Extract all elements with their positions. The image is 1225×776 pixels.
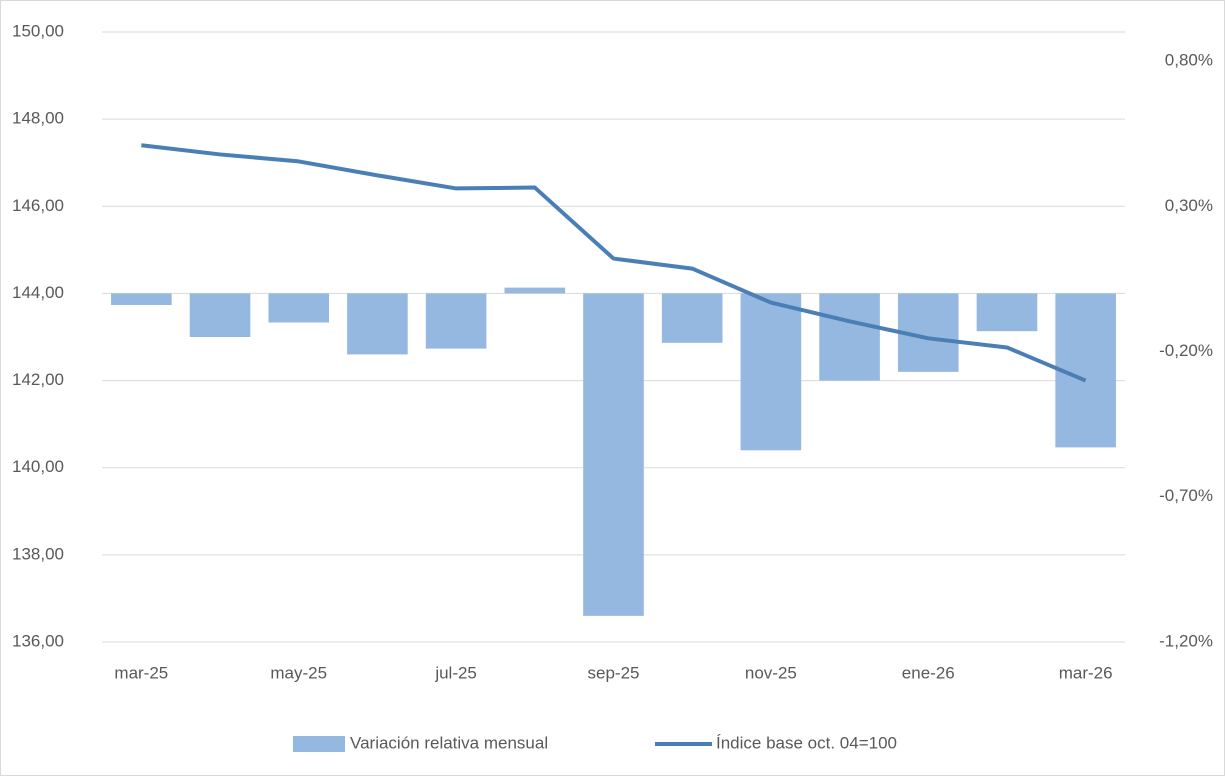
x-tick-label: may-25 [270, 663, 327, 682]
y2-tick-label: -1,20% [1159, 631, 1213, 650]
legend-swatch [293, 736, 345, 752]
x-tick-label: mar-25 [114, 663, 168, 682]
legend-label: Variación relativa mensual [350, 733, 548, 752]
y2-tick-label: -0,70% [1159, 486, 1213, 505]
bar [189, 293, 251, 337]
bar [347, 293, 408, 355]
x-tick-label: sep-25 [588, 663, 640, 682]
bar [819, 293, 880, 381]
bar [425, 293, 487, 349]
y-tick-label: 136,00 [12, 631, 64, 650]
x-tick-label: nov-25 [745, 663, 797, 682]
bar [583, 293, 644, 616]
line [141, 143, 1087, 383]
bar [976, 293, 1038, 332]
bar [504, 287, 566, 294]
y-tick-label: 142,00 [12, 370, 64, 389]
y2-tick-label: 0,30% [1165, 196, 1213, 215]
bar [268, 293, 330, 323]
y-tick-label: 146,00 [12, 196, 64, 215]
y2-tick-label: -0,20% [1159, 341, 1213, 360]
y-tick-label: 138,00 [12, 544, 64, 563]
y-tick-label: 144,00 [12, 283, 64, 302]
y-tick-label: 150,00 [12, 21, 64, 40]
bar [661, 293, 723, 343]
y2-tick-label: 0,80% [1165, 51, 1213, 70]
legend-label: Índice base oct. 04=100 [716, 733, 897, 752]
bar [740, 293, 802, 451]
y-tick-label: 148,00 [12, 109, 64, 128]
x-tick-label: jul-25 [434, 663, 477, 682]
x-tick-label: mar-26 [1059, 663, 1113, 682]
y-tick-label: 140,00 [12, 457, 64, 476]
x-tick-label: ene-26 [902, 663, 955, 682]
bar [111, 293, 172, 306]
